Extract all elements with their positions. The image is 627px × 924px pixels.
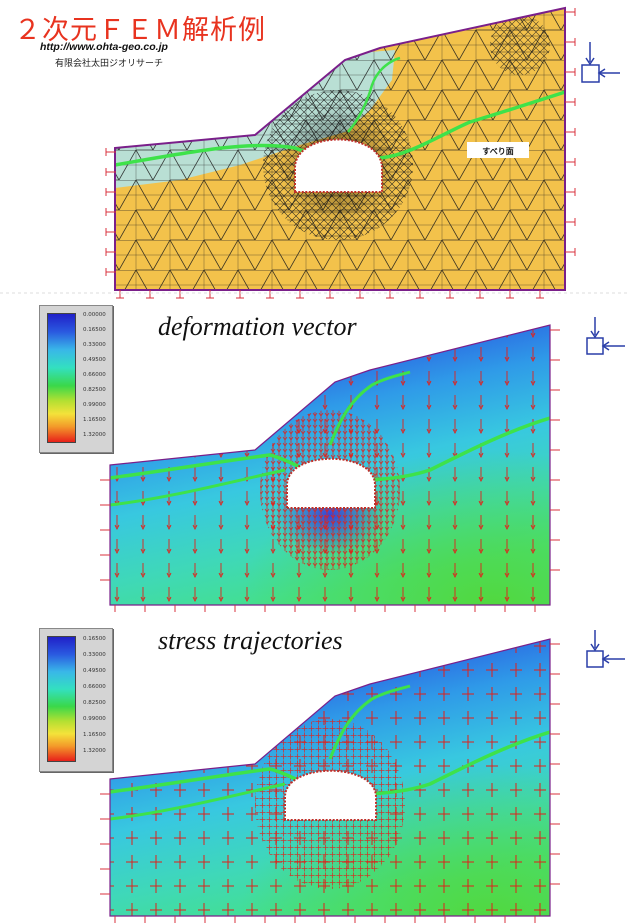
legend-value: 1.32000 (83, 432, 106, 438)
deformation-legend: 0.00000 0.16500 0.33000 0.49500 0.66000 … (39, 305, 113, 453)
boundary-condition-icon (581, 42, 620, 83)
stress-legend: 0.16500 0.33000 0.49500 0.66000 0.82500 … (39, 628, 113, 772)
slip-surface-line-lower (110, 468, 286, 507)
legend-value: 0.66000 (83, 372, 106, 378)
slip-surface-line-upper (347, 56, 401, 133)
company-name: 有限会社太田ジオリサーチ (55, 59, 164, 69)
legend-value: 0.99000 (83, 402, 106, 408)
slip-surface-line-upper (328, 370, 411, 446)
left-support-markers (105, 148, 116, 276)
stress-heading: stress trajectories (158, 626, 343, 655)
legend-value: 0.49500 (83, 668, 106, 674)
legend-value: 0.33000 (83, 652, 106, 658)
figure-title: ２次元ＦＥＭ解析例 (14, 15, 266, 46)
tunnel-opening (294, 138, 383, 193)
slip-surface-label: すべり面 (482, 147, 513, 156)
slip-surface-line-lower (110, 782, 286, 821)
legend-value: 0.33000 (83, 342, 106, 348)
legend-value: 0.66000 (83, 684, 106, 690)
right-support-markers (565, 8, 576, 256)
legend-value: 0.00000 (83, 312, 106, 318)
legend-value: 0.16500 (83, 636, 106, 642)
stress-panel (100, 638, 560, 923)
mesh-panel: すべり面 (0, 6, 627, 299)
bottom-support-markers (116, 290, 544, 299)
legend-value: 1.16500 (83, 732, 106, 738)
deformation-colorbar (47, 313, 76, 443)
legend-value: 0.49500 (83, 357, 106, 363)
deformation-heading: deformation vector (158, 312, 357, 341)
legend-value: 1.16500 (83, 417, 106, 423)
deformation-panel (100, 324, 560, 612)
tunnel-opening (286, 457, 376, 509)
boundary-condition-icon (586, 317, 625, 355)
model-boundary (114, 6, 566, 291)
legend-value: 0.16500 (83, 327, 106, 333)
legend-value: 0.82500 (83, 700, 106, 706)
legend-value: 0.82500 (83, 387, 106, 393)
website-url[interactable]: http://www.ohta-geo.co.jp (40, 41, 168, 53)
tunnel-opening (284, 769, 377, 821)
legend-value: 0.99000 (83, 716, 106, 722)
legend-value: 1.32000 (83, 748, 106, 754)
stress-colorbar (47, 636, 76, 762)
slip-surface-line-upper (328, 684, 411, 760)
boundary-condition-icon (586, 630, 625, 668)
